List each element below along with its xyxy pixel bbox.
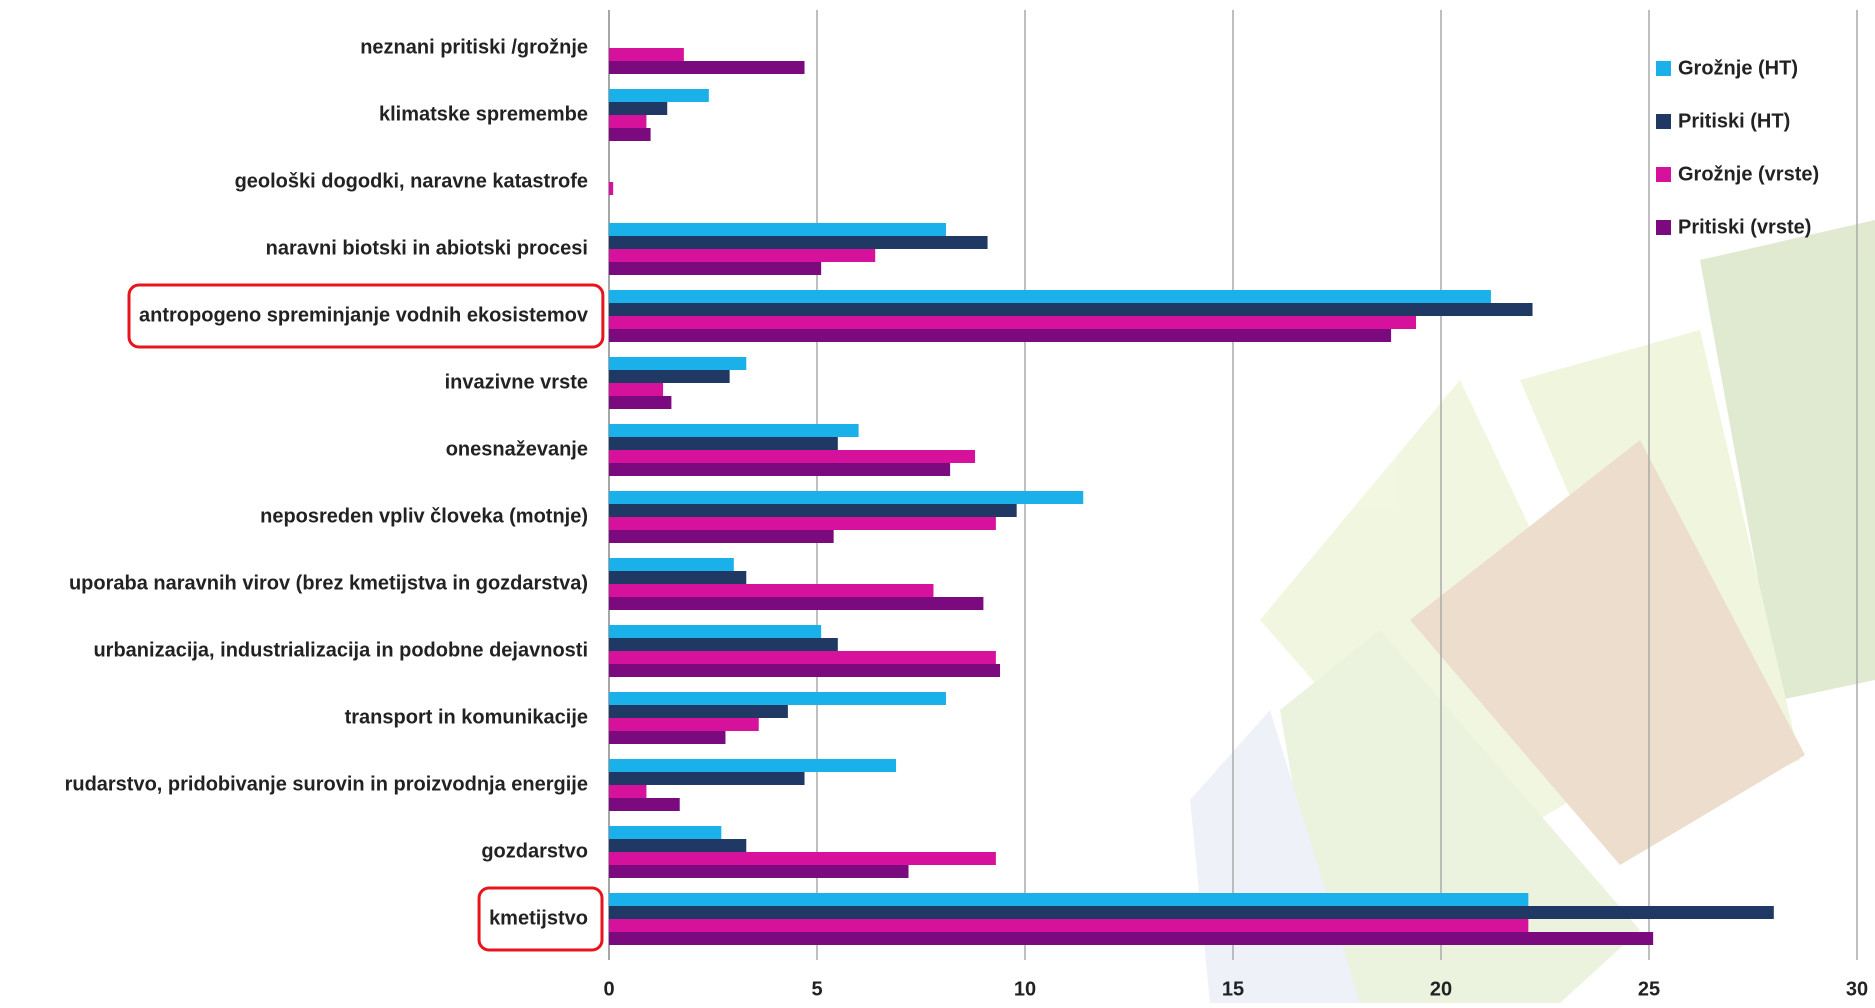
bar	[609, 651, 996, 664]
x-tick-label: 0	[603, 978, 614, 1000]
bar	[609, 504, 1017, 517]
bar	[609, 491, 1084, 504]
bar	[609, 437, 838, 450]
bar	[609, 383, 664, 396]
y-tick-label: onesnaževanje	[446, 438, 588, 460]
bar	[609, 128, 651, 141]
bar	[609, 396, 672, 409]
bar	[609, 517, 996, 530]
legend-swatch	[1656, 167, 1671, 182]
bar	[609, 826, 722, 839]
bar	[609, 785, 647, 798]
bar	[609, 102, 668, 115]
bar	[609, 316, 1417, 329]
bar	[609, 249, 876, 262]
bar	[609, 638, 838, 651]
bar	[609, 692, 946, 705]
bar	[609, 731, 726, 744]
y-tick-label: neposreden vpliv človeka (motnje)	[260, 505, 588, 527]
y-tick-label: naravni biotski in abiotski procesi	[266, 237, 588, 259]
bar	[609, 357, 747, 370]
legend-swatch	[1656, 114, 1671, 129]
bar	[609, 290, 1491, 303]
y-tick-label: transport in komunikacije	[345, 706, 588, 728]
y-tick-label: gozdarstvo	[481, 840, 588, 862]
bar	[609, 530, 834, 543]
bar	[609, 115, 647, 128]
bar	[609, 463, 951, 476]
y-tick-label: antropogeno spreminjanje vodnih ekosiste…	[139, 304, 589, 326]
bar	[609, 48, 684, 61]
bar	[609, 839, 747, 852]
bar	[609, 597, 984, 610]
legend-label: Pritiski (HT)	[1678, 110, 1790, 132]
highlight-box	[127, 283, 605, 349]
bar	[609, 89, 709, 102]
y-tick-label: rudarstvo, pridobivanje surovin in proiz…	[65, 773, 588, 795]
legend-label: Grožnje (HT)	[1678, 57, 1798, 79]
y-tick-label: uporaba naravnih virov (brez kmetijstva …	[69, 572, 588, 594]
bar	[609, 852, 996, 865]
legend-label: Grožnje (vrste)	[1678, 163, 1819, 185]
bar	[609, 262, 822, 275]
bar	[609, 718, 759, 731]
highlight-box	[477, 886, 604, 952]
bar	[609, 772, 805, 785]
bar	[609, 584, 934, 597]
bar	[609, 370, 730, 383]
legend-label: Pritiski (vrste)	[1678, 216, 1811, 238]
bar	[609, 223, 946, 236]
bar	[609, 893, 1529, 906]
y-tick-label: urbanizacija, industrializacija in podob…	[93, 639, 588, 661]
bar	[609, 705, 788, 718]
bar	[609, 558, 734, 571]
bar	[609, 906, 1774, 919]
y-tick-label: invazivne vrste	[445, 371, 588, 393]
bar	[609, 865, 909, 878]
bar	[609, 798, 680, 811]
bar	[609, 329, 1392, 342]
y-tick-label: neznani pritiski /grožnje	[360, 36, 588, 58]
y-tick-label: kmetijstvo	[489, 907, 588, 929]
x-tick-label: 25	[1638, 978, 1660, 1000]
bar	[609, 182, 614, 195]
x-tick-label: 15	[1222, 978, 1244, 1000]
bar	[609, 919, 1529, 932]
x-tick-label: 30	[1846, 978, 1868, 1000]
x-tick-label: 20	[1430, 978, 1452, 1000]
bar	[609, 625, 822, 638]
bar	[609, 571, 747, 584]
bar	[609, 61, 805, 74]
bar	[609, 303, 1533, 316]
bar	[609, 450, 976, 463]
legend-swatch	[1656, 220, 1671, 235]
x-tick-label: 5	[811, 978, 822, 1000]
bar	[609, 932, 1654, 945]
bar	[609, 236, 988, 249]
bar	[609, 664, 1001, 677]
legend-swatch	[1656, 61, 1671, 76]
x-tick-label: 10	[1014, 978, 1036, 1000]
y-tick-label: geološki dogodki, naravne katastrofe	[235, 170, 588, 192]
bar	[609, 759, 897, 772]
y-tick-label: klimatske spremembe	[379, 103, 588, 125]
bar	[609, 424, 859, 437]
